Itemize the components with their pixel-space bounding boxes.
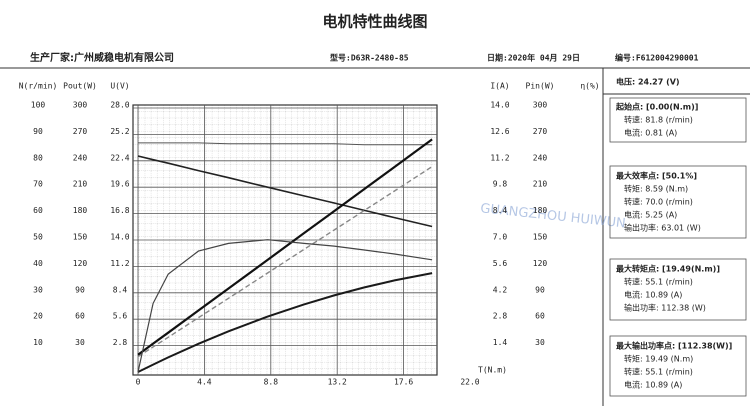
- y-tick-label: 1.4: [493, 338, 508, 347]
- y-tick-label: 5.6: [113, 312, 128, 321]
- y-tick-label: 5.6: [493, 259, 508, 268]
- x-tick-label: 13.2: [328, 378, 347, 387]
- x-tick-label: 17.6: [394, 378, 413, 387]
- y-tick-label: 90: [535, 285, 545, 294]
- y-tick-label: 30: [75, 338, 85, 347]
- model: 型号:D63R-2480-85: [330, 53, 409, 63]
- manufacturer: 生产厂家:广州威稳电机有限公司: [30, 51, 174, 64]
- y-tick-label: 14.0: [490, 101, 509, 110]
- y-tick-label: 210: [73, 180, 88, 189]
- y-tick-label: 180: [533, 206, 548, 215]
- y-tick-label: 11.2: [490, 153, 509, 162]
- series-line: [137, 239, 433, 373]
- y-tick-label: 80: [33, 153, 43, 162]
- section-line: 转速: 81.8 (r/min): [624, 115, 693, 125]
- y-tick-label: 9.8: [493, 180, 508, 189]
- axis-header: Pout(W): [63, 82, 97, 91]
- panel-box: [609, 335, 747, 397]
- axis-header: η(%): [580, 82, 599, 91]
- series-line: [137, 155, 433, 228]
- y-tick-label: 10: [33, 338, 43, 347]
- panel-voltage: 电压: 24.27 (V): [616, 77, 680, 87]
- axis-header: Pin(W): [526, 82, 555, 91]
- series-line: [138, 142, 433, 146]
- y-tick-label: 100: [31, 101, 46, 110]
- section-line: 电流: 0.81 (A): [624, 128, 677, 138]
- y-tick-label: 60: [535, 312, 545, 321]
- y-tick-label: 2.8: [113, 338, 128, 347]
- axis-header: U(V): [110, 82, 129, 91]
- panel-box: [609, 165, 747, 239]
- y-tick-label: 14.0: [110, 233, 129, 242]
- y-tick-label: 180: [73, 206, 88, 215]
- y-tick-label: 20: [33, 312, 43, 321]
- y-tick-label: 8.4: [493, 206, 508, 215]
- x-tick-label: 8.8: [264, 378, 279, 387]
- series-line: [137, 166, 433, 358]
- y-tick-label: 120: [533, 259, 548, 268]
- series-line: [137, 138, 433, 356]
- axis-header: I(A): [490, 82, 509, 91]
- section-line: 电流: 10.89 (A): [624, 380, 682, 390]
- y-tick-label: 8.4: [113, 285, 128, 294]
- date: 日期:2020年 04月 29日: [487, 53, 580, 63]
- y-tick-label: 12.6: [490, 127, 509, 136]
- x-tick-label: 0: [136, 378, 141, 387]
- y-tick-label: 120: [73, 259, 88, 268]
- section-line: 电流: 5.25 (A): [624, 210, 677, 220]
- section-line: 转矩: 19.49 (N.m): [624, 354, 693, 364]
- y-tick-label: 210: [533, 180, 548, 189]
- y-tick-label: 60: [33, 206, 43, 215]
- y-tick-label: 30: [33, 285, 43, 294]
- y-tick-label: 7.0: [493, 233, 508, 242]
- y-tick-label: 90: [33, 127, 43, 136]
- y-tick-label: 25.2: [110, 127, 129, 136]
- section-line: 输出功率: 112.38 (W): [624, 303, 706, 313]
- y-tick-label: 90: [75, 285, 85, 294]
- section-title: 最大效率点: [50.1%]: [616, 171, 697, 181]
- y-tick-label: 11.2: [110, 259, 129, 268]
- y-tick-label: 240: [533, 153, 548, 162]
- y-tick-label: 150: [73, 233, 88, 242]
- y-tick-label: 50: [33, 233, 43, 242]
- x-tick-label: 4.4: [197, 378, 212, 387]
- y-tick-label: 270: [73, 127, 88, 136]
- series-line: [137, 272, 433, 373]
- section-line: 转速: 55.1 (r/min): [624, 277, 693, 287]
- section-line: 转速: 70.0 (r/min): [624, 197, 693, 207]
- info-panel: 电压: 24.27 (V) 起始点: [0.00(N.m)] 转速: 81.8 (r…: [603, 77, 750, 397]
- y-tick-label: 150: [533, 233, 548, 242]
- y-tick-label: 2.8: [493, 312, 508, 321]
- title: 电机特性曲线图: [322, 13, 427, 31]
- section-title: 起始点: [0.00(N.m)]: [615, 102, 698, 112]
- y-tick-label: 4.2: [493, 285, 508, 294]
- y-tick-label: 60: [75, 312, 85, 321]
- panel-box: [609, 258, 747, 321]
- serial: 编号:F612004290001: [615, 53, 699, 63]
- y-tick-label: 22.4: [110, 153, 129, 162]
- section-line: 输出功率: 63.01 (W): [624, 223, 701, 233]
- section-line: 电流: 10.89 (A): [624, 290, 682, 300]
- y-tick-label: 19.6: [110, 180, 129, 189]
- section-line: 转矩: 8.59 (N.m): [624, 184, 688, 194]
- y-tick-label: 300: [533, 101, 548, 110]
- axis-header: N(r/min): [19, 82, 58, 91]
- y-tick-label: 240: [73, 153, 88, 162]
- y-tick-label: 300: [73, 101, 88, 110]
- x-tick-label: 22.0: [460, 378, 479, 387]
- y-tick-label: 30: [535, 338, 545, 347]
- y-tick-label: 16.8: [110, 206, 129, 215]
- y-tick-label: 40: [33, 259, 43, 268]
- section-line: 转速: 55.1 (r/min): [624, 367, 693, 377]
- section-title: 最大输出功率点: [112.38(W)]: [616, 341, 732, 351]
- y-tick-label: 28.0: [110, 101, 129, 110]
- panel-box: [609, 97, 747, 143]
- y-tick-label: 270: [533, 127, 548, 136]
- section-title: 最大转矩点: [19.49(N.m)]: [616, 264, 720, 274]
- y-tick-label: 70: [33, 180, 43, 189]
- x-axis-label: T(N.m): [478, 366, 507, 375]
